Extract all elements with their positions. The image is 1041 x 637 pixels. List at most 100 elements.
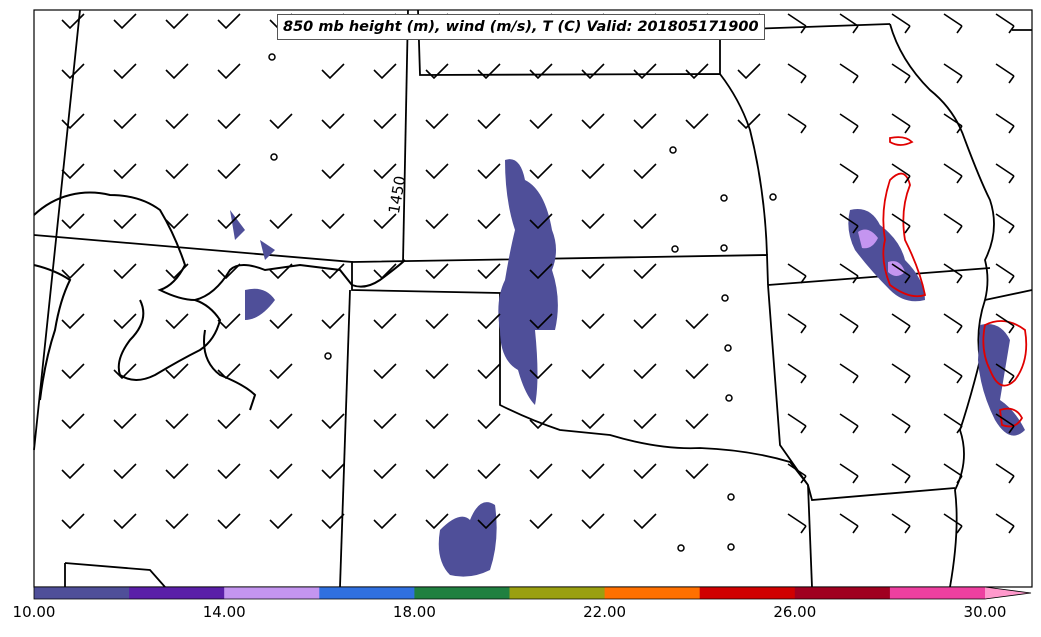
wind-barb-icon <box>685 363 709 380</box>
wind-barb-icon <box>61 13 85 30</box>
colorbar-segment <box>604 587 701 599</box>
wind-barb-icon <box>995 63 1015 84</box>
wind-barb-icon <box>373 413 397 430</box>
shade-colorado-specks <box>230 210 275 320</box>
wind-barb-icon <box>995 513 1015 534</box>
wind-barb-icon <box>61 63 85 80</box>
wind-barb-icon <box>891 63 911 84</box>
calm-wind-circle-icon <box>669 146 677 154</box>
wind-barb-icon <box>113 263 137 280</box>
wind-barb-icon <box>425 163 449 180</box>
wind-barb-icon <box>787 13 807 34</box>
wind-barb-icon <box>321 163 345 180</box>
wind-barb-icon <box>529 513 553 530</box>
wind-barb-icon <box>269 263 293 280</box>
wind-barb-icon <box>61 513 85 530</box>
wind-barb-icon <box>737 113 761 130</box>
wind-barb-icon <box>787 413 807 434</box>
calm-wind-circle-icon <box>720 244 728 252</box>
wind-barb-icon <box>633 413 657 430</box>
wind-barb-icon <box>995 113 1015 134</box>
wind-barb-icon <box>943 213 963 234</box>
wind-barb-icon <box>943 163 963 184</box>
wind-barb-icon <box>269 513 293 530</box>
wind-barb-icon <box>581 163 605 180</box>
calm-wind-circle-icon <box>268 53 276 61</box>
wind-barb-icon <box>165 513 189 530</box>
calm-wind-circle-icon <box>324 352 332 360</box>
calm-wind-circle-icon <box>724 344 732 352</box>
red-contours <box>882 136 1028 428</box>
wind-barb-icon <box>113 163 137 180</box>
calm-wind-circle-icon <box>769 193 777 201</box>
wind-barb-icon <box>581 313 605 330</box>
wind-barb-icon <box>477 163 501 180</box>
shade-texas-blob <box>438 502 497 577</box>
wind-barb-icon <box>995 13 1015 34</box>
wind-barb-icon <box>269 213 293 230</box>
border-mississippi-river <box>889 23 1033 302</box>
wind-barb-icon <box>995 363 1015 384</box>
wind-barb-icon <box>995 163 1015 184</box>
wind-barb-icon <box>839 13 859 34</box>
wind-barb-icon <box>529 263 553 280</box>
wind-barb-icon <box>373 163 397 180</box>
wind-barb-icon <box>891 413 911 434</box>
wind-barb-icon <box>685 63 709 80</box>
wind-barb-icon <box>787 463 807 484</box>
border-nm-tx <box>339 289 351 588</box>
wind-barb-icon <box>269 363 293 380</box>
wind-barb-icon <box>165 463 189 480</box>
border-nevada-utah <box>33 9 81 451</box>
wind-barbs <box>61 13 1015 552</box>
wind-barb-icon <box>891 113 911 134</box>
wind-barb-icon <box>61 163 85 180</box>
wind-barb-icon <box>943 113 963 134</box>
colorbar-tick-label: 30.00 <box>963 603 1007 621</box>
wind-barb-icon <box>839 113 859 134</box>
wind-barb-icon <box>373 213 397 230</box>
calm-wind-circle-icon <box>727 543 735 551</box>
wind-barb-icon <box>477 363 501 380</box>
shade-illinois-blob <box>978 324 1025 436</box>
wind-barb-icon <box>891 163 911 184</box>
wind-barb-icon <box>373 63 397 80</box>
wind-barb-icon <box>373 463 397 480</box>
wind-barb-icon <box>839 463 859 484</box>
wind-barb-icon <box>477 313 501 330</box>
wind-barb-icon <box>839 413 859 434</box>
wind-barb-icon <box>839 513 859 534</box>
wind-barb-icon <box>373 363 397 380</box>
wind-barb-icon <box>477 513 501 530</box>
wind-barb-icon <box>61 213 85 230</box>
wind-barb-icon <box>891 263 911 284</box>
calm-wind-circle-icon <box>270 153 278 161</box>
colorbar-segment <box>794 587 891 599</box>
wind-barb-icon <box>581 113 605 130</box>
colorbar-segment <box>319 587 415 599</box>
wind-barb-icon <box>685 113 709 130</box>
red-contour-missouri <box>882 172 927 298</box>
wind-barb-icon <box>165 113 189 130</box>
wind-barb-icon <box>529 313 553 330</box>
wind-barb-icon <box>269 463 293 480</box>
border-nebraska-kansas <box>417 9 768 256</box>
wind-barb-icon <box>61 463 85 480</box>
wind-barb-icon <box>321 263 345 280</box>
wind-barb-icon <box>477 113 501 130</box>
wind-barb-icon <box>685 313 709 330</box>
wind-barb-icon <box>425 63 449 80</box>
wind-barb-icon <box>787 263 807 284</box>
wind-barb-icon <box>425 363 449 380</box>
wind-barb-icon <box>787 63 807 84</box>
wind-barb-icon <box>685 463 709 480</box>
wind-barb-icon <box>217 163 241 180</box>
wind-barb-icon <box>633 363 657 380</box>
colorbar-tick-label: 26.00 <box>773 603 817 621</box>
wind-barb-icon <box>633 513 657 530</box>
colorbar-segment <box>889 587 986 599</box>
wind-barb-icon <box>61 363 85 380</box>
wind-barb-icon <box>891 363 911 384</box>
wind-barb-icon <box>787 113 807 134</box>
wind-barb-icon <box>269 413 293 430</box>
